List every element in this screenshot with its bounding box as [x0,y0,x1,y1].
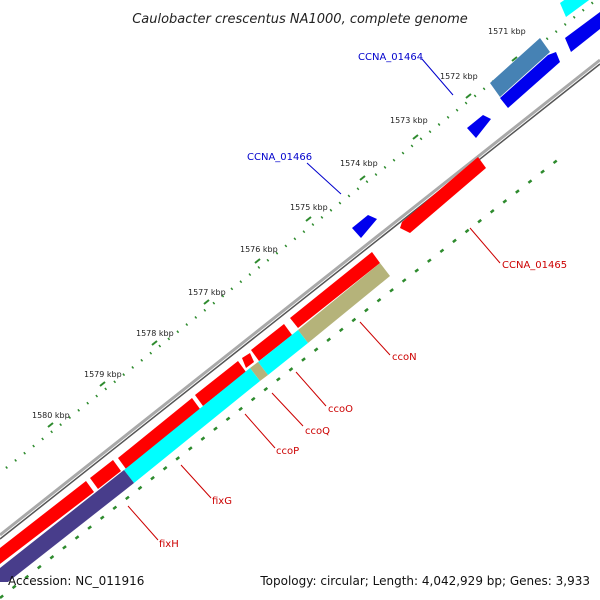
tick-mark [412,134,419,140]
cog-feature [560,0,590,17]
gene-label-ccoq[interactable]: ccoQ [305,426,330,437]
gene-label-ccna-01464[interactable]: CCNA_01464 [358,52,423,63]
gene-label-fixg[interactable]: fixG [212,496,232,507]
tick-label: 1577 kbp [188,288,226,297]
leader-line [180,464,212,499]
tick-mark [359,175,366,181]
tick-label: 1573 kbp [390,116,428,125]
gene-label-ccna-01466[interactable]: CCNA_01466 [247,152,312,163]
cog-feature [124,368,260,483]
cog-feature [490,38,550,97]
tick-label: 1580 kbp [32,411,70,420]
cds-forward [195,361,246,406]
leader-line [244,413,276,449]
leader-line [421,58,454,96]
gene-label-ccoo[interactable]: ccoO [328,404,353,415]
gene-label-ccna-01465[interactable]: CCNA_01465 [502,260,567,271]
cog-feature [258,330,308,375]
cds-reverse [565,12,600,52]
tick-mark [151,340,158,346]
label-leaders [127,58,501,541]
leader-line [469,227,501,264]
genome-stats-text: Topology: circular; Length: 4,042,929 bp… [260,574,590,588]
leader-line [359,321,391,356]
leader-line [306,162,342,195]
gene-label-fixh[interactable]: fixH [159,539,179,550]
cds-forward [0,481,94,564]
gene-label-ccon[interactable]: ccoN [392,352,417,363]
tick-label: 1578 kbp [136,329,174,338]
tick-mark [254,258,261,264]
tick-label: 1579 kbp [84,370,122,379]
cds-forward [290,252,380,328]
cds-reverse [467,115,491,138]
ruler-labels: 1571 kbp 1572 kbp 1573 kbp 1574 kbp 1575… [32,27,526,420]
backbone-outer [0,58,600,537]
accession-text: Accession: NC_011916 [8,574,145,588]
cds-forward [251,324,292,361]
cds-forward [242,353,254,368]
tick-mark [99,381,106,387]
tick-mark [465,93,472,99]
tick-mark [511,56,518,62]
tick-mark [47,422,54,428]
tick-label: 1572 kbp [440,72,478,81]
leader-line [271,392,304,427]
leader-line [127,505,159,541]
cog-feature [298,263,390,343]
cds-forward [118,398,200,469]
tick-mark [203,299,210,305]
cog-feature [250,362,268,381]
tick-label: 1576 kbp [240,245,278,254]
inner-ruler [0,157,561,599]
tick-label: 1571 kbp [488,27,526,36]
cds-reverse [500,52,560,108]
cds-forward [90,460,121,489]
cog-feature [0,470,134,582]
backbone-inner [0,63,600,540]
cds-reverse [352,215,377,238]
map-title: Caulobacter crescentus NA1000, complete … [132,12,468,27]
tick-label: 1574 kbp [340,159,378,168]
gene-label-ccop[interactable]: ccoP [276,446,299,457]
leader-line [295,371,327,407]
cds-forward [400,157,486,233]
tick-mark [305,216,312,222]
tick-label: 1575 kbp [290,203,328,212]
ruler-ticks [47,56,518,428]
